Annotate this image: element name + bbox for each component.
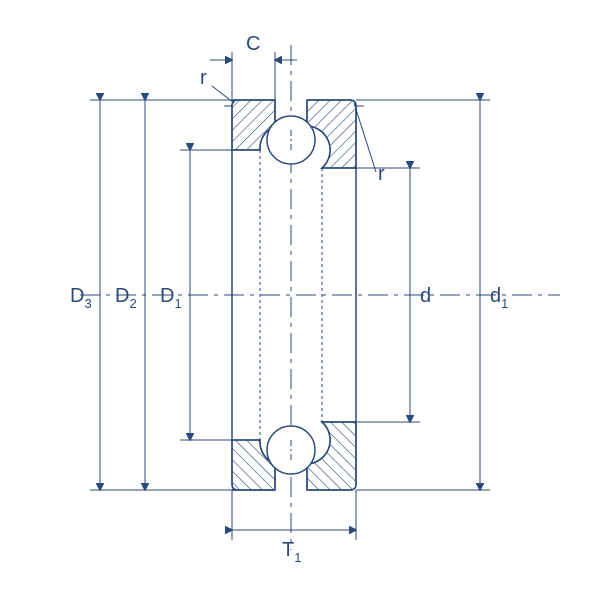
r-right-leader: [354, 103, 376, 172]
dim-D1: D1: [160, 150, 190, 440]
dim-r-right: r: [354, 103, 385, 185]
label-d1: d1: [490, 285, 508, 311]
lower-section: [232, 422, 356, 490]
dim-T1: T1: [232, 490, 356, 565]
upper-section: [224, 100, 364, 168]
label-C: C: [246, 33, 260, 55]
housing-washer-top: [307, 100, 364, 168]
label-r-right: r: [378, 163, 385, 185]
label-D3: D3: [70, 285, 92, 311]
label-r-left: r: [200, 67, 207, 89]
label-D2: D2: [115, 285, 137, 311]
label-T1: T1: [282, 539, 301, 565]
dim-C: C: [210, 33, 297, 100]
label-d: d: [420, 285, 431, 307]
dim-r-left: r: [200, 67, 234, 103]
label-D1: D1: [160, 285, 182, 311]
